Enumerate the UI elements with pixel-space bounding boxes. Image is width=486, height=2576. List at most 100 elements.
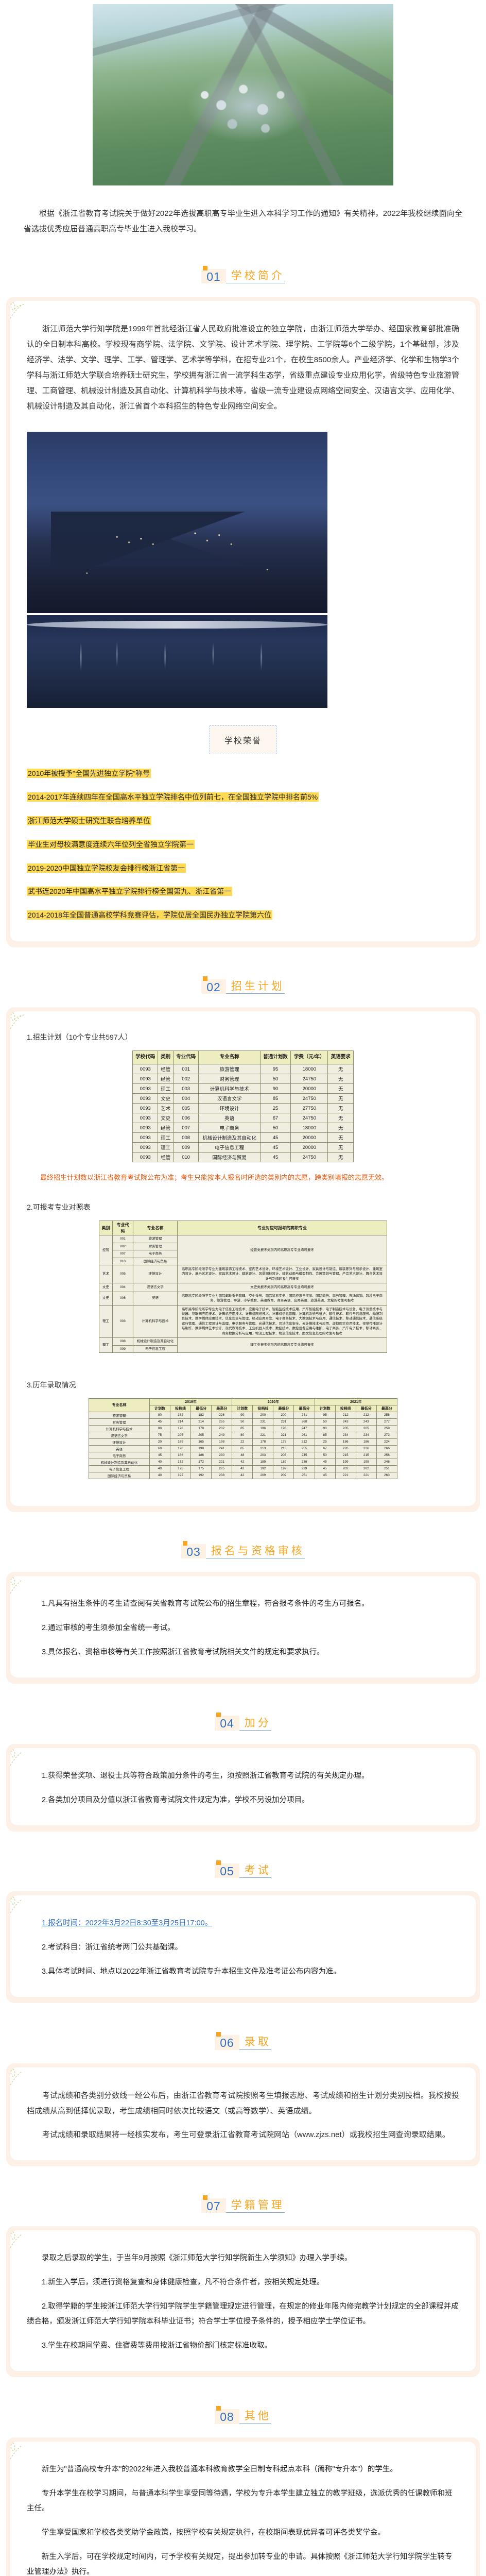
cell-school-code: 0093 <box>132 1093 159 1104</box>
section-header-07: 07 学籍管理 <box>0 2195 486 2213</box>
cell-value: 172 <box>170 1458 192 1466</box>
cell-value: 226 <box>335 1445 356 1452</box>
bonus-list: 1.获得荣誉奖项、退役士兵等符合政策加分条件的考生，须按照浙江省教育考试院的有关… <box>27 1769 459 1808</box>
cell-major-name: 旅游管理 <box>133 1235 178 1243</box>
cell-value: 196 <box>273 1425 294 1432</box>
table-row: 经管 001 旅游管理 经管类报考类别内的高职高专专业均可报考 <box>99 1235 387 1266</box>
section-number-01: 01 <box>206 270 221 283</box>
others-list: 新生为"普通高校专升本"的2022年进入我校普通本科教育教学全日制专科起点本科（… <box>27 2462 459 2576</box>
col-major-code: 专业代码 <box>112 1221 133 1236</box>
cell-allowed-majors: 高职高专阶段所学专业为电子信息工程技术、应用电子技术、智能监控技术应用、汽车智能… <box>177 1304 387 1338</box>
cell-value: 165 <box>170 1438 192 1446</box>
cell-category: 文史 <box>158 1113 173 1124</box>
history-heading: 3.历年录取情况 <box>27 1380 76 1389</box>
table-row: 英语 60 198 198 241 65 213 213 255 67 226 226 266 <box>89 1445 398 1452</box>
cell-value: 221 <box>273 1431 294 1439</box>
cell-tuition: 24750 <box>290 1152 328 1163</box>
plan-table-head: 学校代码 类别 专业代码 专业名称 普通计划数 学费（元/年） 英语要求 <box>132 1050 354 1065</box>
cell-english-req: 无 <box>327 1064 354 1075</box>
section-number-box-02: 02 <box>201 976 226 994</box>
table-header-row: 计划数 投档线 最低分 最高分 计划数 投档线 最低分 最高分 计划数 投档线 最低分 最高分 <box>89 1404 398 1412</box>
cell-value: 221 <box>252 1431 274 1439</box>
cell-value: 198 <box>190 1445 212 1452</box>
cell-allowed-majors: 文史类报考类别内的高职高专专业均可报考 <box>177 1283 387 1292</box>
col-min-score: 最低分 <box>355 1404 377 1412</box>
list-item: 毕业生对母校满意度连续六年位列全省独立学院第一 <box>27 839 459 851</box>
section-header-08: 08 其他 <box>0 2406 486 2424</box>
cell-major-name: 环境设计 <box>89 1438 150 1446</box>
cell-value: 67 <box>314 1445 336 1452</box>
cell-value: 226 <box>211 1411 233 1419</box>
cell-value: 186 <box>170 1451 192 1459</box>
cell-major-name: 国际经济与贸易 <box>133 1257 178 1266</box>
cell-value: 175 <box>190 1465 212 1472</box>
cell-value: 42 <box>232 1458 253 1466</box>
table-row: 0093 经管 010 国际经济与贸易 45 24750 无 <box>132 1152 354 1163</box>
cell-value: 261 <box>293 1431 315 1439</box>
list-item: 新生入学后，可在学校规定时间内，可予学校有关规定，提出参加转专业的申请。具体按照… <box>27 2552 453 2576</box>
table-row: 0093 经管 001 旅游管理 95 18000 无 <box>132 1064 354 1075</box>
cell-major-code: 010 <box>172 1152 199 1163</box>
list-item: 1.报名时间：2022年3月22日8:30至3月25日17:00。 <box>27 1916 459 1931</box>
list-item: 2019-2020中国独立学院校友会排行榜浙江省第一 <box>27 862 459 875</box>
cell-value: 202 <box>355 1465 377 1472</box>
cell-value: 200 <box>252 1411 274 1419</box>
cell-major-name: 机械设计制造及其自动化 <box>198 1132 261 1143</box>
section-title-05: 考试 <box>244 1864 271 1876</box>
cell-major-name: 电子信息工程 <box>133 1345 178 1353</box>
cell-major-code: 005 <box>112 1265 133 1284</box>
cell-value: 50 <box>314 1418 336 1426</box>
section-header-04: 04 加分 <box>0 1713 486 1731</box>
table-row: 文史 004 汉语言文学 文史类报考类别内的高职高专专业均可报考 <box>99 1283 387 1292</box>
cell-category: 艺术 <box>158 1103 173 1114</box>
cell-value: 266 <box>376 1445 398 1452</box>
lead-paragraph: 根据《浙江省教育考试院关于做好2022年选拔高职高专毕业生进入本科学习工作的通知… <box>24 209 462 233</box>
cell-value: 50 <box>314 1451 336 1459</box>
cell-value: 245 <box>293 1451 315 1459</box>
sprout-decoration-icon <box>10 1749 22 1766</box>
cell-english-req: 无 <box>327 1152 354 1163</box>
exam-item-0[interactable]: 1.报名时间：2022年3月22日8:30至3月25日17:00。 <box>42 1919 213 1928</box>
cell-tuition: 20000 <box>290 1132 328 1143</box>
list-item: 1.新生入学后，须进行资格复查和身体健康检查，凡不符合条件者，按相关规定处理。 <box>42 2278 324 2287</box>
cell-value: 249 <box>211 1431 233 1439</box>
honor-item-4: 2019-2020中国独立学院校友会排行榜浙江省第一 <box>27 863 186 873</box>
cell-major-code: 008 <box>112 1337 133 1346</box>
cell-value: 259 <box>376 1425 398 1432</box>
cell-value: 213 <box>252 1445 274 1452</box>
cell-value: 239 <box>293 1465 315 1472</box>
cell-value: 80 <box>149 1425 171 1432</box>
cell-value: 182 <box>170 1411 192 1419</box>
cell-value: 212 <box>355 1411 377 1419</box>
section-title-wrap-02: 招生计划 <box>225 980 285 994</box>
cell-major-code: 010 <box>112 1257 133 1266</box>
cell-major-name: 汉语言文学 <box>198 1093 261 1104</box>
cell-major-name: 国际经济与贸易 <box>89 1471 150 1479</box>
cell-category: 经管 <box>158 1074 173 1084</box>
card-others-outer: 新生为"普通高校专升本"的2022年进入我校普通本科教育教学全日制专科起点本科（… <box>6 2437 480 2576</box>
cell-value: 45 <box>314 1465 336 1472</box>
list-item: 3.学生在校期间学费、住宿费等费用按浙江省物价部门核定标准收取。 <box>42 2342 272 2350</box>
cell-value: 255 <box>293 1445 315 1452</box>
cell-quota: 25 <box>259 1103 291 1114</box>
majors-table-body: 经管 001 旅游管理 经管类报考类别内的高职高专专业均可报考 002 财务管理 007 电子… <box>99 1235 387 1353</box>
cell-major-name: 国际经济与贸易 <box>198 1152 261 1163</box>
cell-value: 80 <box>232 1431 253 1439</box>
cell-category: 文史 <box>99 1291 113 1306</box>
history-table-head: 专业名称 2019年 2020年 2021年 计划数 投档线 最低分 最高分 计划数 投档线 最低分… <box>89 1398 398 1412</box>
cell-value: 186 <box>355 1438 377 1446</box>
col-major-name: 专业名称 <box>198 1050 261 1065</box>
cell-tuition: 18000 <box>290 1064 328 1075</box>
square-marker-icon <box>203 266 208 270</box>
cell-value: 251 <box>376 1465 398 1472</box>
cell-quota: 90 <box>259 1083 291 1094</box>
cell-major-name: 计算机科学与技术 <box>198 1083 261 1094</box>
card-exam: 1.报名时间：2022年3月22日8:30至3月25日17:00。 2.考试科目… <box>10 1895 476 1997</box>
cell-category: 经管 <box>158 1152 173 1163</box>
card-plan: 1.招生计划（10个专业共597人） 学校代码 类别 专业代码 专业名称 普通计… <box>10 1011 476 1506</box>
honor-heading: 学校荣誉 <box>224 737 262 746</box>
list-item: 录取之后录取的学生，于当年9月按照《浙江师范大学行知学院新生入学须知》办理入学手… <box>42 2254 352 2263</box>
cell-major-code: 002 <box>172 1074 199 1084</box>
honor-list: 2010年被授予"全国先进独立学院"称号 2014-2017年连续四年在全国高水… <box>27 768 459 922</box>
table-row: 0093 文史 004 汉语言文学 85 24750 无 <box>132 1093 354 1104</box>
